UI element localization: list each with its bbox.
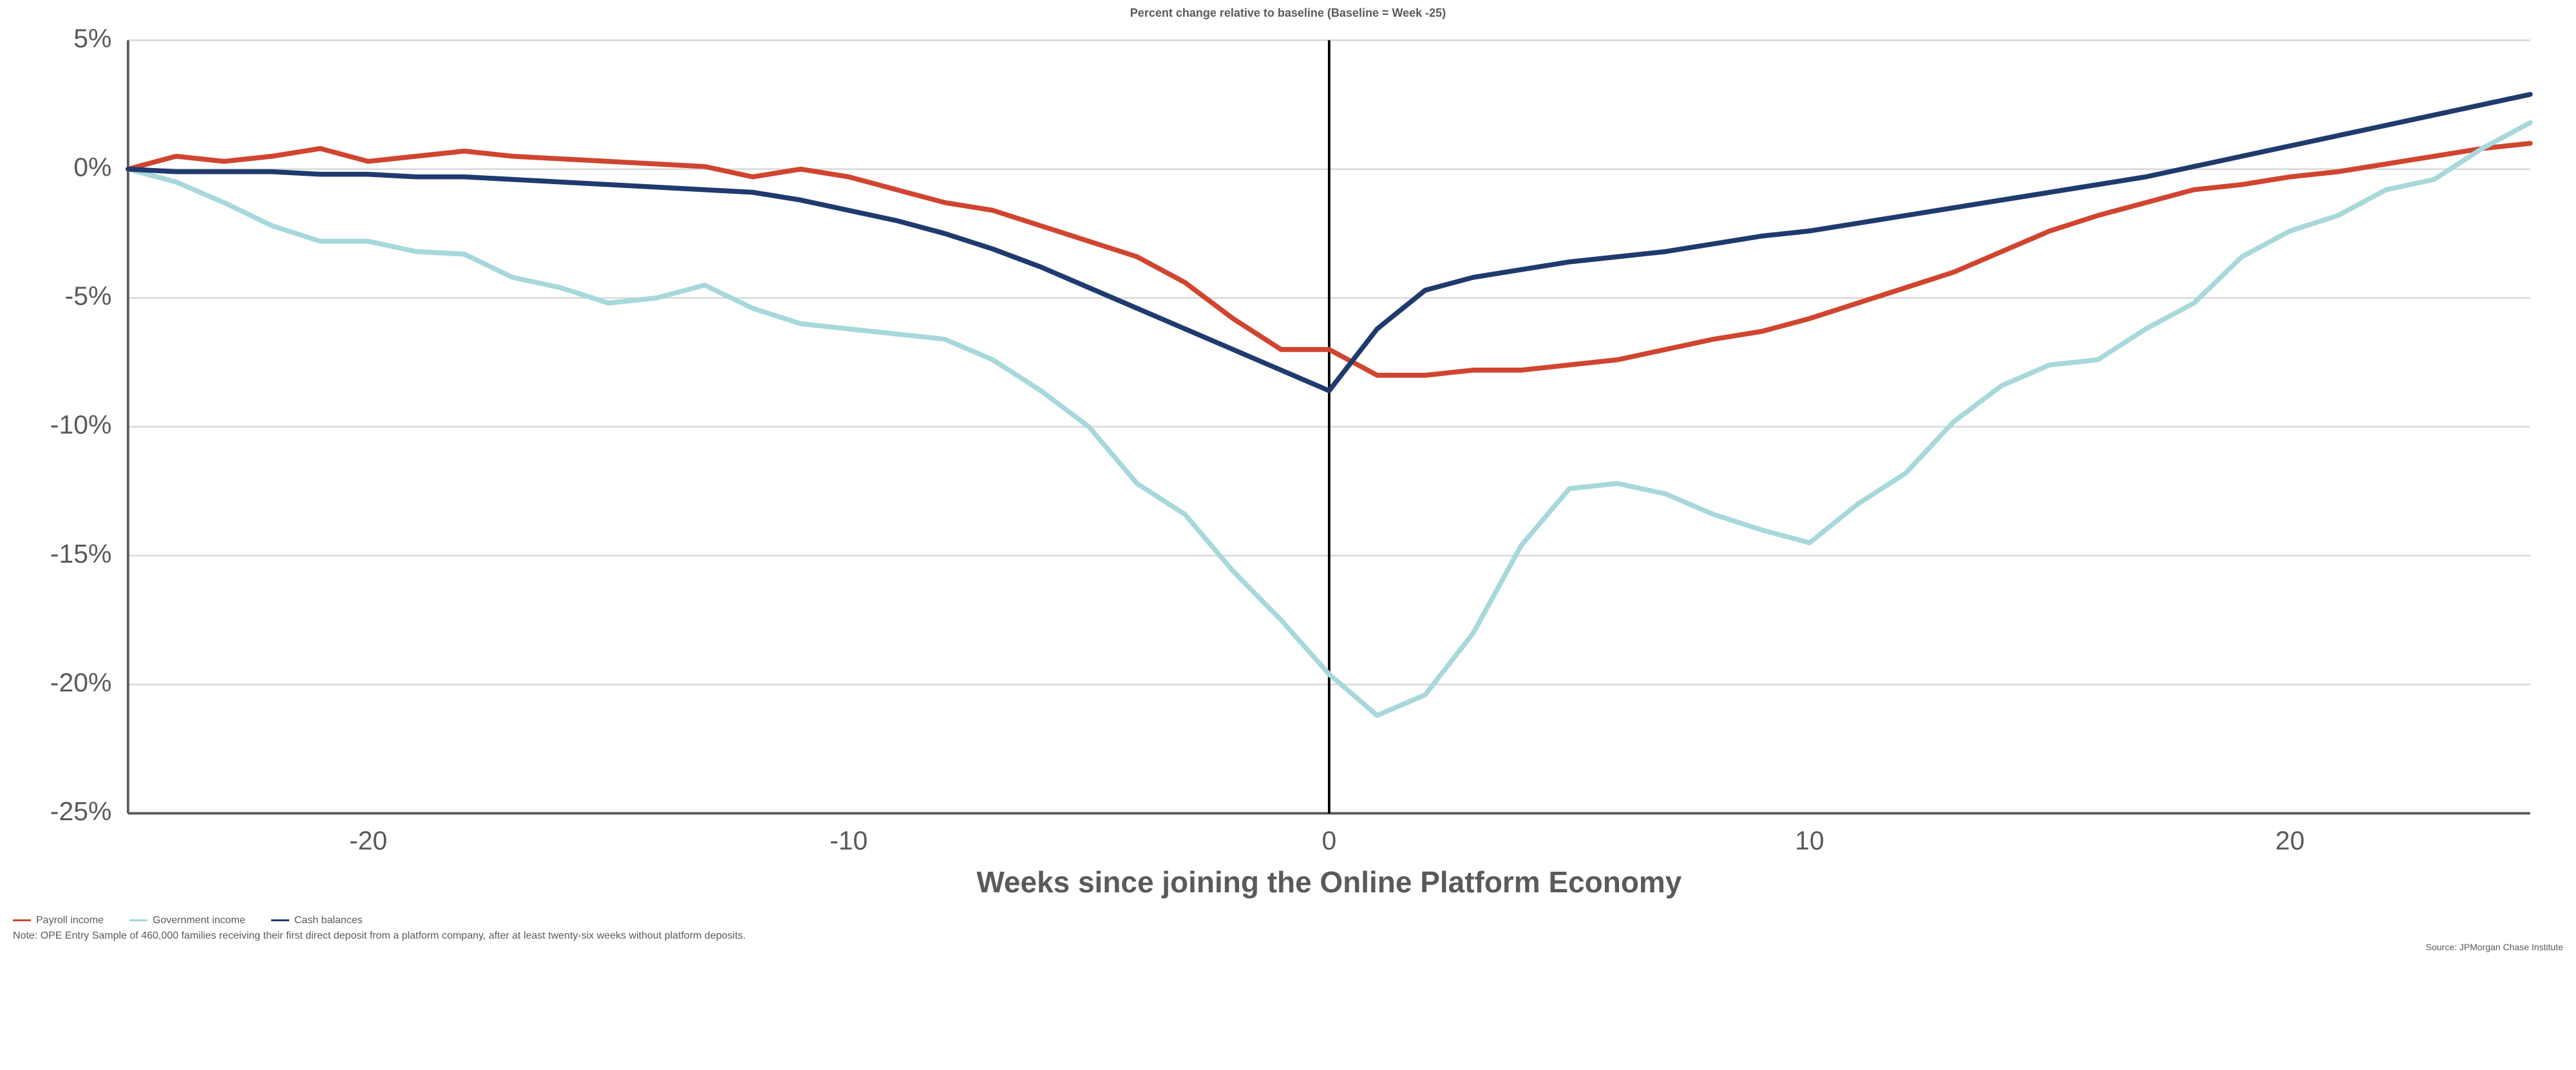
chart-source: Source: JPMorgan Chase Institute bbox=[13, 942, 2563, 952]
legend-label: Cash balances bbox=[294, 915, 363, 926]
x-tick-label: 10 bbox=[1795, 826, 1824, 856]
chart-container: Percent change relative to baseline (Bas… bbox=[0, 0, 2576, 959]
chart-legend: Payroll income Government income Cash bala… bbox=[13, 915, 2563, 926]
line-chart-svg: -25% -20% -15% -10% -5% 0% 5% -20 -10 0 10 20 Weeks … bbox=[13, 24, 2563, 912]
y-tick-label: -20% bbox=[50, 668, 111, 697]
legend-swatch bbox=[129, 919, 147, 921]
legend-swatch bbox=[13, 919, 31, 921]
legend-item: Payroll income bbox=[13, 915, 104, 926]
chart-plot-area: -25% -20% -15% -10% -5% 0% 5% -20 -10 0 10 20 Weeks … bbox=[13, 24, 2563, 912]
y-tick-label: -25% bbox=[50, 796, 111, 826]
x-tick-label: 0 bbox=[1322, 826, 1337, 856]
legend-label: Payroll income bbox=[36, 915, 104, 926]
legend-item: Government income bbox=[129, 915, 245, 926]
y-tick-label: -10% bbox=[50, 410, 111, 440]
legend-item: Cash balances bbox=[271, 915, 363, 926]
legend-swatch bbox=[271, 919, 289, 921]
y-tick-label: -15% bbox=[50, 539, 111, 568]
y-tick-label: -5% bbox=[65, 281, 112, 311]
x-axis-title: Weeks since joining the Online Platform … bbox=[976, 865, 1681, 899]
x-tick-label: 20 bbox=[2275, 826, 2304, 856]
legend-label: Government income bbox=[153, 915, 245, 926]
chart-note: Note: OPE Entry Sample of 460,000 famili… bbox=[13, 930, 2563, 942]
x-tick-label: -10 bbox=[829, 826, 867, 856]
x-tick-label: -20 bbox=[349, 826, 387, 856]
y-tick-label: 0% bbox=[73, 152, 111, 182]
y-tick-label: 5% bbox=[73, 24, 111, 53]
chart-title: Percent change relative to baseline (Bas… bbox=[13, 6, 2563, 20]
